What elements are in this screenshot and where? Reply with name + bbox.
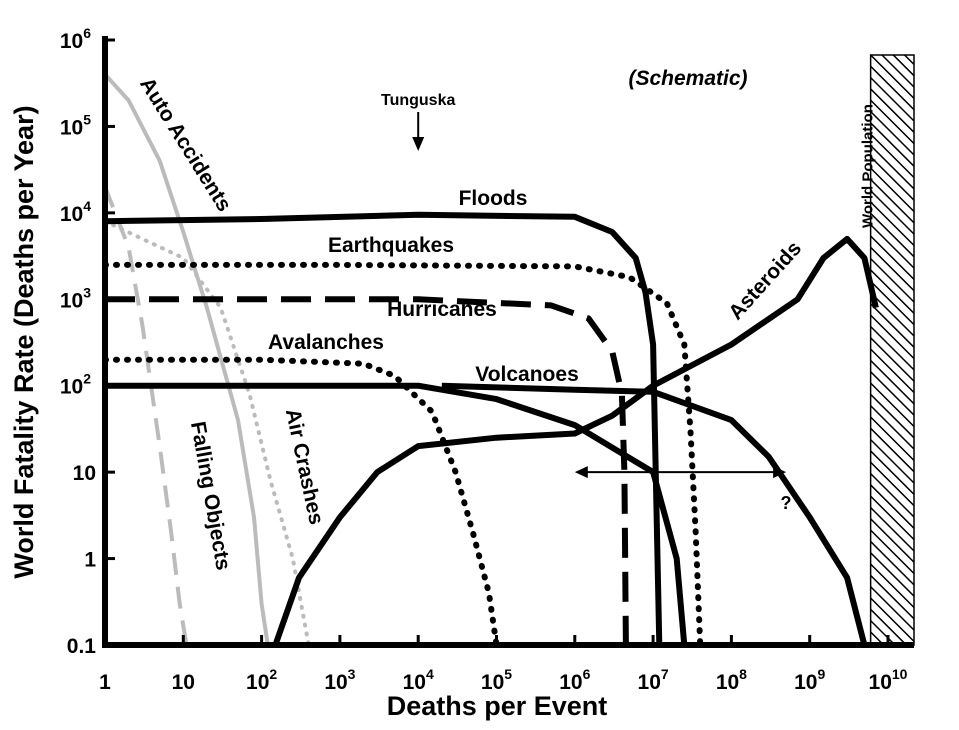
- series-avalanches: [102, 356, 500, 648]
- y-tick-label: 103: [60, 284, 91, 312]
- tunguska-label: Tunguska: [381, 92, 455, 109]
- schematic-note: (Schematic): [628, 67, 747, 90]
- label-floods: Floods: [459, 187, 528, 210]
- hatch-band: [869, 54, 915, 646]
- world-population-label: World Population: [860, 104, 877, 228]
- label-earthquakes: Earthquakes: [328, 234, 454, 257]
- world-population-hatch: [869, 54, 915, 646]
- label-air-crashes: Air Crashes: [281, 407, 328, 527]
- y-tick-label: 106: [60, 25, 91, 53]
- y-tick-label: 0.1: [67, 635, 97, 658]
- x-tick-label: 105: [481, 666, 512, 694]
- y-axis-title: World Fatality Rate (Deaths per Year): [9, 105, 39, 578]
- x-tick-label: 106: [559, 666, 590, 694]
- label-avalanches: Avalanches: [268, 331, 384, 354]
- label-volcanoes: Volcanoes: [475, 363, 578, 386]
- x-tick-label: 108: [716, 666, 747, 694]
- x-tick-label: 103: [324, 666, 355, 694]
- label-hurricanes: Hurricanes: [387, 298, 497, 321]
- x-tick-label: 107: [638, 666, 669, 694]
- range-arrow-right-head: [773, 466, 787, 479]
- x-tick-label: 102: [246, 666, 277, 694]
- series-air-crashes: [103, 219, 311, 647]
- series-floods: [104, 211, 663, 646]
- series-hurricanes: [105, 296, 629, 646]
- series-volcanoes: [105, 382, 688, 646]
- series-layer: [102, 73, 879, 648]
- question-mark: ?: [781, 493, 792, 513]
- tick-labels: 1 10 102 103 104 105 106 107 108 109 10100.1110102…: [60, 25, 908, 694]
- series-auto-accidents: [103, 73, 270, 646]
- series-falling-objects: [103, 186, 189, 646]
- y-tick-label: 102: [60, 371, 91, 399]
- annotations: Tunguska? World Population: [381, 92, 877, 513]
- y-tick-label: 105: [60, 111, 91, 139]
- tunguska-arrow-head: [412, 137, 425, 151]
- x-tick-label: 109: [794, 666, 825, 694]
- x-axis-title: Deaths per Event: [387, 691, 608, 721]
- axes-layer: [102, 36, 914, 648]
- series-9-extension: [441, 382, 868, 646]
- x-tick-label: 10: [172, 671, 195, 694]
- y-tick-label: 1: [84, 549, 96, 572]
- y-tick-label: 104: [60, 198, 91, 226]
- y-tick-label: 10: [73, 462, 96, 485]
- label-asteroids: Asteroids: [724, 237, 806, 324]
- label-falling-objects: Falling Objects: [186, 420, 235, 572]
- series-earthquakes: [102, 261, 704, 648]
- x-tick-label: 1: [99, 671, 111, 694]
- x-tick-label: 1010: [869, 666, 908, 694]
- x-tick-label: 104: [403, 666, 434, 694]
- series-asteroids: [272, 235, 879, 646]
- range-arrow-left-head: [574, 466, 588, 479]
